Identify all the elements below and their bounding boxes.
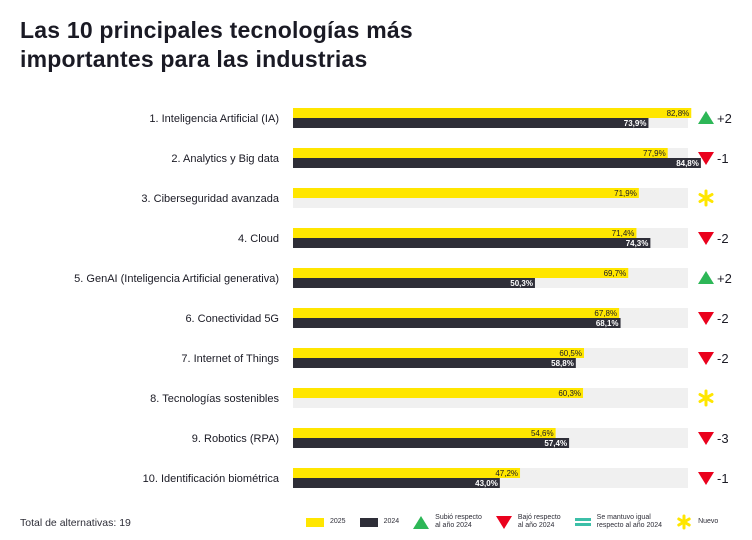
legend-2024-swatch bbox=[359, 517, 378, 527]
data-label-2024: 58,8% bbox=[551, 359, 574, 368]
data-label-2024: 68,1% bbox=[596, 319, 619, 328]
rank-change-label: -2 bbox=[717, 231, 729, 246]
bar-2024 bbox=[293, 478, 500, 488]
data-label-2024: 43,0% bbox=[475, 479, 498, 488]
legend-down-label: Bajó respecto al año 2024 bbox=[517, 514, 561, 529]
down-triangle-icon bbox=[495, 515, 512, 529]
down-triangle-icon bbox=[698, 312, 714, 325]
data-label-2025: 69,7% bbox=[604, 269, 627, 278]
data-label-2025: 60,3% bbox=[558, 389, 581, 398]
category-label: 7. Internet of Things bbox=[181, 353, 279, 365]
rank-change-label: -1 bbox=[717, 471, 729, 486]
bar-2025 bbox=[293, 268, 629, 278]
bar-2024 bbox=[293, 158, 701, 168]
legend-2025: 2025 bbox=[306, 517, 346, 527]
bar-2025 bbox=[293, 228, 637, 238]
bar-2025 bbox=[293, 108, 692, 118]
data-label-2025: 82,8% bbox=[667, 109, 690, 118]
bar-2025 bbox=[293, 308, 620, 318]
data-label-2025: 47,2% bbox=[495, 469, 518, 478]
legend-2025-swatch bbox=[306, 517, 324, 527]
bar-2025 bbox=[293, 348, 585, 358]
rank-change-label: -1 bbox=[717, 151, 729, 166]
up-triangle-icon bbox=[698, 271, 714, 284]
equal-bars-icon bbox=[574, 518, 591, 526]
legend-2024-label: 2024 bbox=[383, 518, 400, 525]
legend-same-label: Se mantuvo igual respecto al año 2024 bbox=[596, 514, 663, 529]
rank-change-label: -2 bbox=[717, 351, 729, 366]
bar-2024 bbox=[293, 118, 649, 128]
data-label-2024: 74,3% bbox=[626, 239, 649, 248]
category-label: 8. Tecnologías sostenibles bbox=[150, 393, 279, 405]
down-triangle-icon bbox=[698, 432, 714, 445]
data-label-2025: 60,5% bbox=[559, 349, 582, 358]
legend-new-label: Nuevo bbox=[698, 518, 719, 525]
bar-2025 bbox=[293, 388, 584, 398]
legend-same: Se mantuvo igual respecto al año 2024 bbox=[574, 514, 663, 530]
data-label-2024: 84,8% bbox=[676, 159, 699, 168]
bar-2025 bbox=[293, 428, 556, 438]
data-label-2024: 57,4% bbox=[544, 439, 567, 448]
asterisk-new-icon bbox=[698, 189, 714, 207]
legend-up: Subió respecto al año 2024 bbox=[413, 514, 482, 530]
category-label: 4. Cloud bbox=[238, 233, 279, 245]
bar-2024 bbox=[293, 278, 535, 288]
bar-2025 bbox=[293, 148, 668, 158]
data-label-2025: 77,9% bbox=[643, 149, 666, 158]
down-triangle-icon bbox=[698, 232, 714, 245]
rank-change-label: -3 bbox=[717, 431, 729, 446]
bar-2025 bbox=[293, 188, 639, 198]
total-alternatives-note: Total de alternativas: 19 bbox=[20, 517, 131, 529]
bar-2024 bbox=[293, 318, 621, 328]
category-label: 6. Conectividad 5G bbox=[185, 313, 279, 325]
chart-title-line-1: Las 10 principales tecnologías más bbox=[20, 17, 413, 43]
asterisk-new-icon bbox=[677, 514, 691, 530]
legend-down: Bajó respecto al año 2024 bbox=[495, 514, 561, 530]
data-label-2024: 73,9% bbox=[624, 119, 647, 128]
legend-up-label: Subió respecto al año 2024 bbox=[435, 514, 482, 529]
up-triangle-icon bbox=[698, 111, 714, 124]
down-triangle-icon bbox=[698, 472, 714, 485]
chart-title: Las 10 principales tecnologías más impor… bbox=[20, 16, 620, 74]
legend-new: Nuevo bbox=[676, 514, 718, 530]
category-label: 1. Inteligencia Artificial (IA) bbox=[149, 113, 279, 125]
category-label: 10. Identificación biométrica bbox=[143, 473, 280, 485]
bar-2024 bbox=[293, 438, 570, 448]
bar-chart: 1. Inteligencia Artificial (IA) 82,8% 73,9… bbox=[74, 108, 732, 488]
category-label: 2. Analytics y Big data bbox=[171, 153, 279, 165]
data-label-2025: 54,6% bbox=[531, 429, 554, 438]
legend-2025-label: 2025 bbox=[330, 518, 346, 525]
category-label: 9. Robotics (RPA) bbox=[192, 433, 279, 445]
chart-legend: 2025 2024 Subió respecto al año 2024 Bajó… bbox=[306, 508, 732, 536]
up-triangle-icon bbox=[413, 515, 430, 529]
bar-2024 bbox=[293, 358, 576, 368]
bar-2025 bbox=[293, 468, 521, 478]
category-label: 3. Ciberseguridad avanzada bbox=[141, 193, 279, 205]
legend-2024: 2024 bbox=[359, 517, 400, 527]
data-label-2025: 71,4% bbox=[612, 229, 635, 238]
chart-title-line-2: importantes para las industrias bbox=[20, 46, 368, 72]
data-label-2024: 50,3% bbox=[510, 279, 533, 288]
category-label: 5. GenAI (Inteligencia Artificial genera… bbox=[74, 273, 279, 285]
data-label-2025: 67,8% bbox=[594, 309, 617, 318]
down-triangle-icon bbox=[698, 152, 714, 165]
rank-change-label: +2 bbox=[717, 111, 732, 126]
asterisk-new-icon bbox=[698, 389, 714, 407]
down-triangle-icon bbox=[698, 352, 714, 365]
rank-change-label: -2 bbox=[717, 311, 729, 326]
data-label-2025: 71,9% bbox=[614, 189, 637, 198]
rank-change-label: +2 bbox=[717, 271, 732, 286]
bar-2024 bbox=[293, 238, 651, 248]
